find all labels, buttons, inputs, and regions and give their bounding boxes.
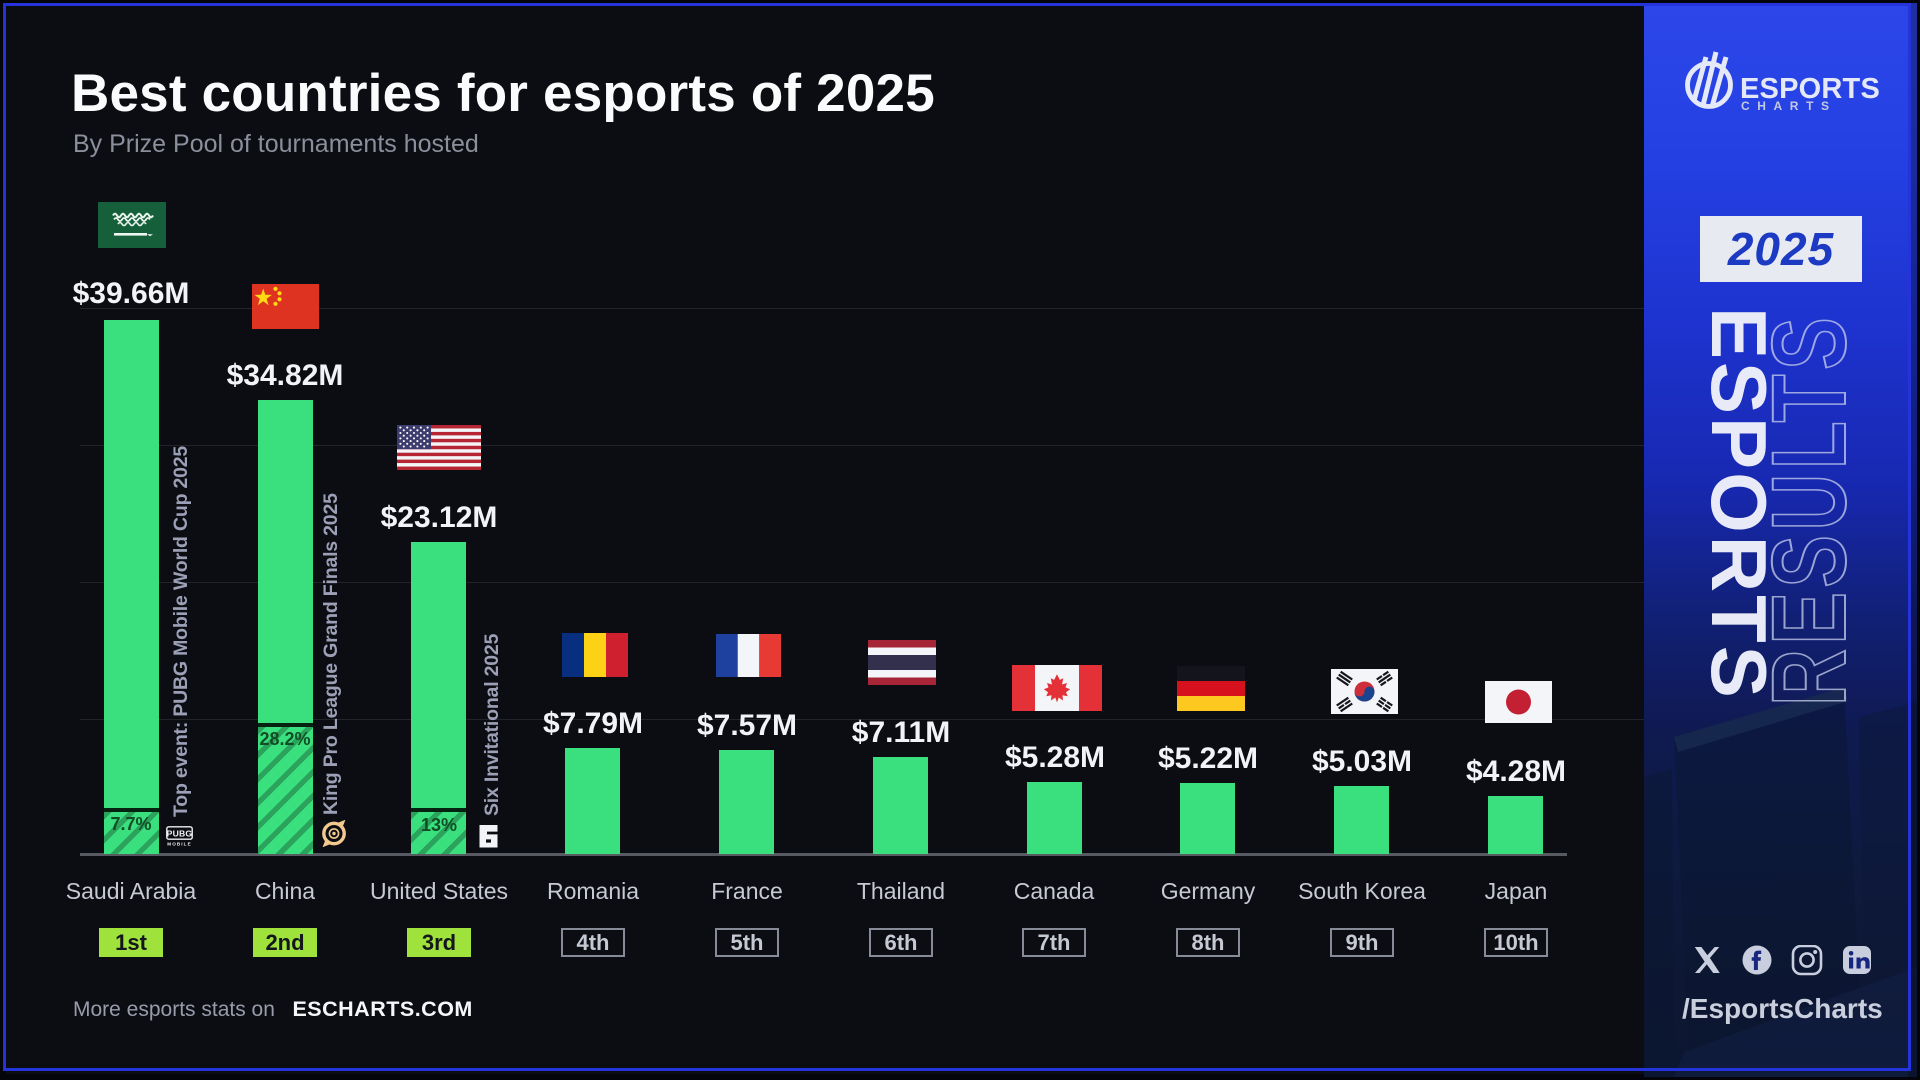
svg-text:MOBILE: MOBILE xyxy=(167,842,191,847)
svg-text:CHARTS: CHARTS xyxy=(1741,99,1837,113)
svg-text:PUBG: PUBG xyxy=(167,828,193,838)
svg-text:ESPORTS: ESPORTS xyxy=(1740,73,1880,105)
